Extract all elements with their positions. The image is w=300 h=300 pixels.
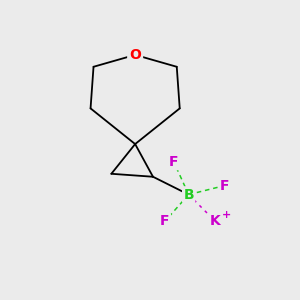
Text: K: K [210, 214, 221, 228]
Text: B: B [183, 188, 194, 202]
Text: +: + [222, 210, 231, 220]
Text: F: F [160, 214, 170, 228]
Text: F: F [169, 155, 178, 169]
Text: O: O [129, 48, 141, 62]
Text: F: F [220, 179, 229, 193]
